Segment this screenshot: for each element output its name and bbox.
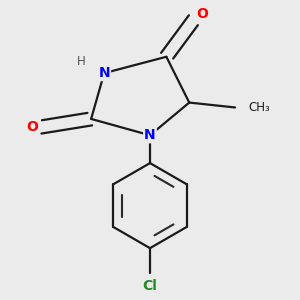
Text: O: O xyxy=(196,7,208,21)
Text: O: O xyxy=(26,120,38,134)
Text: Cl: Cl xyxy=(142,279,158,293)
Text: N: N xyxy=(144,128,156,142)
Text: H: H xyxy=(77,55,86,68)
Text: CH₃: CH₃ xyxy=(248,101,270,114)
Text: N: N xyxy=(98,66,110,80)
